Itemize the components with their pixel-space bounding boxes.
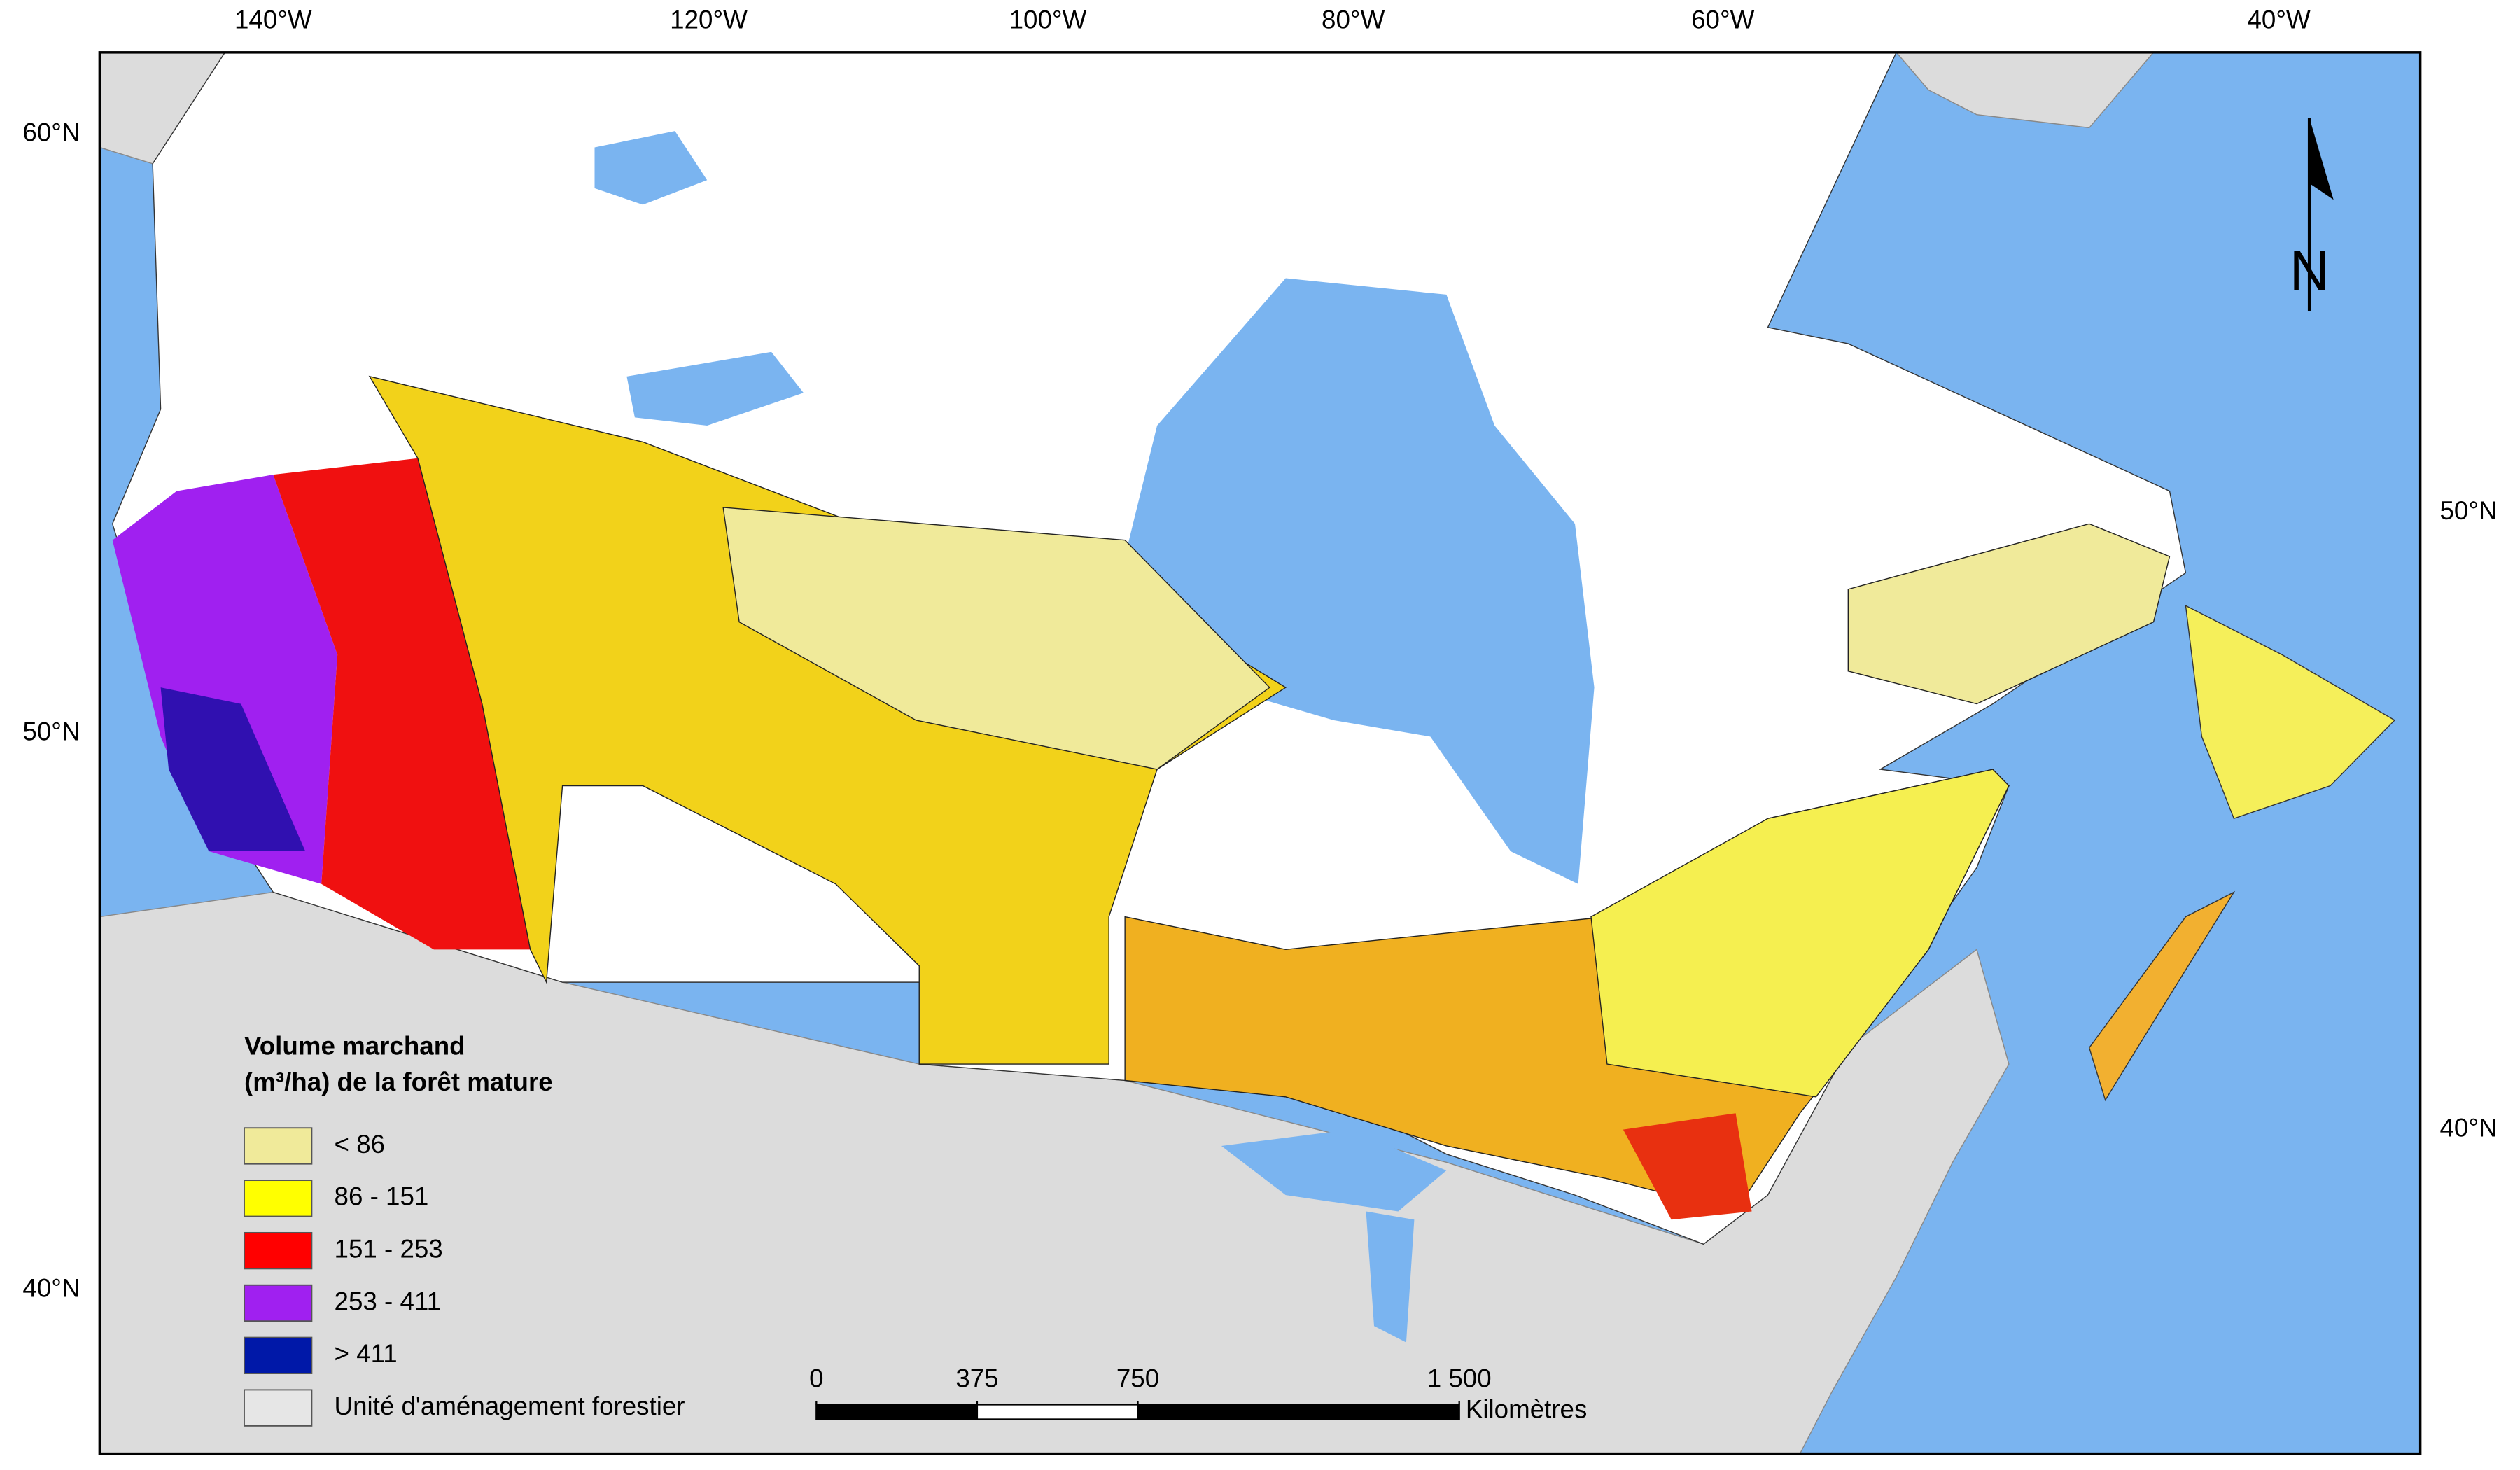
- map-frame: [98, 51, 2422, 1455]
- latitude-label: 60°N: [22, 117, 80, 146]
- scale-segment: [816, 1404, 979, 1420]
- forest-labrador: [1847, 523, 2171, 705]
- forest-quebec: [1590, 769, 2010, 1098]
- forest-red-east: [1623, 1113, 1752, 1220]
- forest-blue: [160, 687, 306, 852]
- frame-border: [98, 51, 2422, 1455]
- legend-swatch: [244, 1336, 313, 1374]
- legend-swatch: [244, 1127, 313, 1165]
- legend-swatch: [244, 1284, 313, 1322]
- legend-swatch: [244, 1389, 313, 1427]
- scale-tick-label: 1 500: [1427, 1363, 1492, 1392]
- longitude-label: 40°W: [2248, 4, 2311, 34]
- scale-segment: [976, 1404, 1139, 1420]
- longitude-label: 80°W: [1322, 4, 1385, 34]
- scale-tick-label: 750: [1116, 1363, 1159, 1392]
- nova-scotia: [2088, 890, 2236, 1102]
- legend-label: Unité d'aménagement forestier: [335, 1391, 685, 1420]
- legend-label: 86 - 151: [335, 1181, 429, 1210]
- latitude-label: 40°N: [22, 1273, 80, 1302]
- legend-label: 151 - 253: [335, 1233, 443, 1263]
- latitude-label: 50°N: [22, 716, 80, 746]
- longitude-label: 100°W: [1009, 4, 1087, 34]
- latitude-label: 50°N: [2440, 496, 2498, 525]
- lake-michigan: [1366, 1211, 1415, 1343]
- legend-title: Volume marchand: [244, 1030, 465, 1060]
- north-label: N: [2290, 239, 2329, 302]
- hudson-bay: [1125, 278, 1595, 884]
- legend-label: > 411: [335, 1338, 398, 1368]
- longitude-label: 120°W: [670, 4, 748, 34]
- legend-label: 253 - 411: [335, 1286, 441, 1315]
- legend-swatch: [244, 1180, 313, 1217]
- forest-red: [273, 458, 531, 950]
- forest-light-yellow: [722, 507, 1270, 770]
- scale-tick-label: 0: [809, 1363, 823, 1392]
- scale-tick-label: 375: [955, 1363, 998, 1392]
- forest-purple: [112, 475, 338, 884]
- great-bear-lake: [594, 131, 708, 205]
- longitude-label: 140°W: [234, 4, 312, 34]
- scale-segment: [1137, 1404, 1460, 1420]
- legend-label: < 86: [335, 1129, 385, 1158]
- newfoundland: [2185, 605, 2396, 820]
- longitude-label: 60°W: [1691, 4, 1754, 34]
- great-slave-lake: [626, 351, 804, 426]
- latitude-label: 40°N: [2440, 1112, 2498, 1142]
- legend-title: (m³/ha) de la forêt mature: [244, 1067, 553, 1096]
- scale-unit: Kilomètres: [1466, 1394, 1587, 1423]
- great-lakes: [1221, 1129, 1447, 1212]
- legend-swatch: [244, 1231, 313, 1270]
